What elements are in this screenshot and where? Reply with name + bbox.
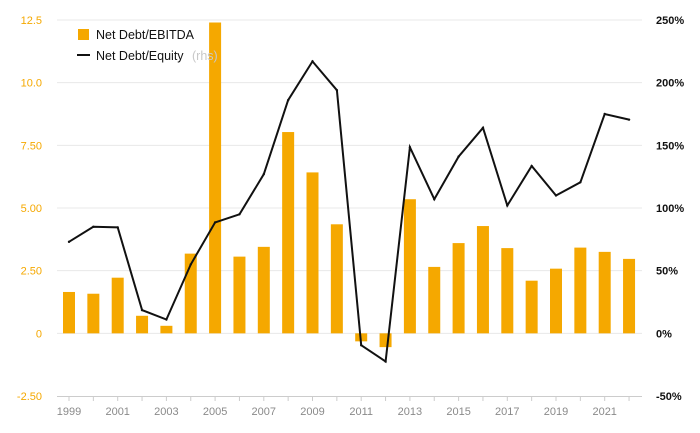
right-tick-label: 150% bbox=[656, 140, 684, 152]
line-point-2011 bbox=[360, 344, 363, 347]
legend-label-rhs: (rhs) bbox=[192, 49, 218, 63]
bar-2010 bbox=[330, 224, 343, 334]
line-point-2004 bbox=[189, 263, 192, 266]
bar-2000 bbox=[87, 293, 100, 334]
x-tick-label: 2021 bbox=[592, 406, 616, 418]
bar-2019 bbox=[550, 268, 562, 334]
line-point-2006 bbox=[238, 213, 241, 216]
bar-1999 bbox=[63, 291, 75, 334]
left-tick-label: 7.50 bbox=[21, 140, 42, 152]
line-point-2003 bbox=[165, 318, 168, 321]
legend-swatch-net-debt-ebitda bbox=[78, 29, 89, 40]
x-tick-label: 2005 bbox=[203, 406, 227, 418]
bar-2015 bbox=[452, 243, 465, 334]
line-point-2019 bbox=[554, 194, 558, 197]
left-tick-label: 12.5 bbox=[21, 15, 42, 27]
x-tick-label: 2009 bbox=[300, 406, 324, 418]
bar-2013 bbox=[403, 199, 416, 334]
grid-lines bbox=[57, 19, 642, 334]
x-tick-label: 1999 bbox=[57, 406, 81, 418]
x-tick-label: 2011 bbox=[349, 406, 373, 418]
right-tick-label: 100% bbox=[656, 203, 684, 215]
right-axis: -50% 0% 50% 100% 150% 200% 250% bbox=[656, 15, 684, 403]
bar-2005 bbox=[209, 22, 222, 334]
line-series bbox=[67, 59, 631, 364]
bar-2020 bbox=[574, 247, 587, 334]
line-point-2020 bbox=[579, 181, 582, 184]
line-point-2008 bbox=[286, 99, 290, 102]
x-tick-label: 2015 bbox=[446, 406, 470, 418]
right-tick-label: 200% bbox=[656, 78, 684, 90]
bar-series bbox=[63, 22, 636, 348]
line-point-1999 bbox=[67, 240, 71, 244]
bar-2008 bbox=[282, 132, 295, 334]
bar-2021 bbox=[598, 251, 611, 334]
left-tick-label: 10.0 bbox=[21, 78, 42, 90]
x-tick-label: 2001 bbox=[105, 406, 129, 418]
x-tick-label: 2003 bbox=[154, 406, 178, 418]
line-point-2021 bbox=[603, 112, 606, 116]
line-point-2000 bbox=[92, 225, 95, 228]
bar-2002 bbox=[136, 315, 149, 334]
line-point-2018 bbox=[530, 164, 533, 168]
bar-2018 bbox=[525, 280, 538, 334]
left-tick-label: -2.50 bbox=[17, 391, 42, 403]
left-axis: -2.50 0 2.50 5.00 7.50 10.0 12.5 bbox=[17, 15, 42, 403]
bar-2016 bbox=[476, 226, 489, 334]
line-point-2010 bbox=[335, 88, 339, 92]
bar-2017 bbox=[501, 248, 514, 334]
x-tick-label: 2013 bbox=[398, 406, 422, 418]
line-point-2001 bbox=[116, 226, 119, 229]
line-point-2012 bbox=[384, 360, 387, 363]
left-tick-label: 5.00 bbox=[21, 203, 42, 215]
right-tick-label: 50% bbox=[656, 266, 678, 278]
legend: Net Debt/EBITDA Net Debt/Equity (rhs) bbox=[77, 28, 218, 64]
x-tick-label: 2019 bbox=[544, 406, 568, 418]
line-point-2002 bbox=[140, 308, 144, 312]
bar-2009 bbox=[306, 172, 319, 334]
svg-text:Net Debt/Equity (rhs): Net Debt/Equity (rhs) bbox=[96, 47, 218, 64]
line-point-2007 bbox=[262, 172, 265, 176]
line-point-2022 bbox=[627, 118, 631, 121]
bar-2007 bbox=[257, 246, 270, 334]
legend-label-net-debt-equity: Net Debt/Equity bbox=[96, 49, 184, 63]
legend-label-net-debt-ebitda: Net Debt/EBITDA bbox=[96, 28, 195, 42]
bar-2014 bbox=[428, 266, 441, 334]
right-tick-label: 0% bbox=[656, 328, 672, 340]
line-point-2005 bbox=[213, 221, 217, 224]
right-tick-label: -50% bbox=[656, 391, 682, 403]
x-tick-label: 2017 bbox=[495, 406, 519, 418]
line-net-debt-equity bbox=[68, 59, 630, 364]
bar-2001 bbox=[111, 277, 124, 334]
x-axis: 1999 2001 2003 2005 2007 2009 2011 2013 2015 2017… bbox=[57, 396, 642, 418]
bar-2012 bbox=[379, 333, 392, 348]
bar-2003 bbox=[160, 325, 173, 334]
line-point-2009 bbox=[311, 60, 314, 63]
left-tick-label: 2.50 bbox=[21, 266, 42, 278]
line-point-2013 bbox=[408, 146, 412, 149]
line-point-2017 bbox=[506, 204, 509, 207]
bar-2006 bbox=[233, 256, 246, 334]
bar-2022 bbox=[623, 258, 636, 334]
line-point-2016 bbox=[481, 126, 485, 129]
left-tick-label: 0 bbox=[36, 328, 42, 340]
line-point-2015 bbox=[457, 155, 460, 158]
right-tick-label: 250% bbox=[656, 15, 684, 27]
line-point-2014 bbox=[433, 198, 436, 201]
x-tick-label: 2007 bbox=[252, 406, 276, 418]
